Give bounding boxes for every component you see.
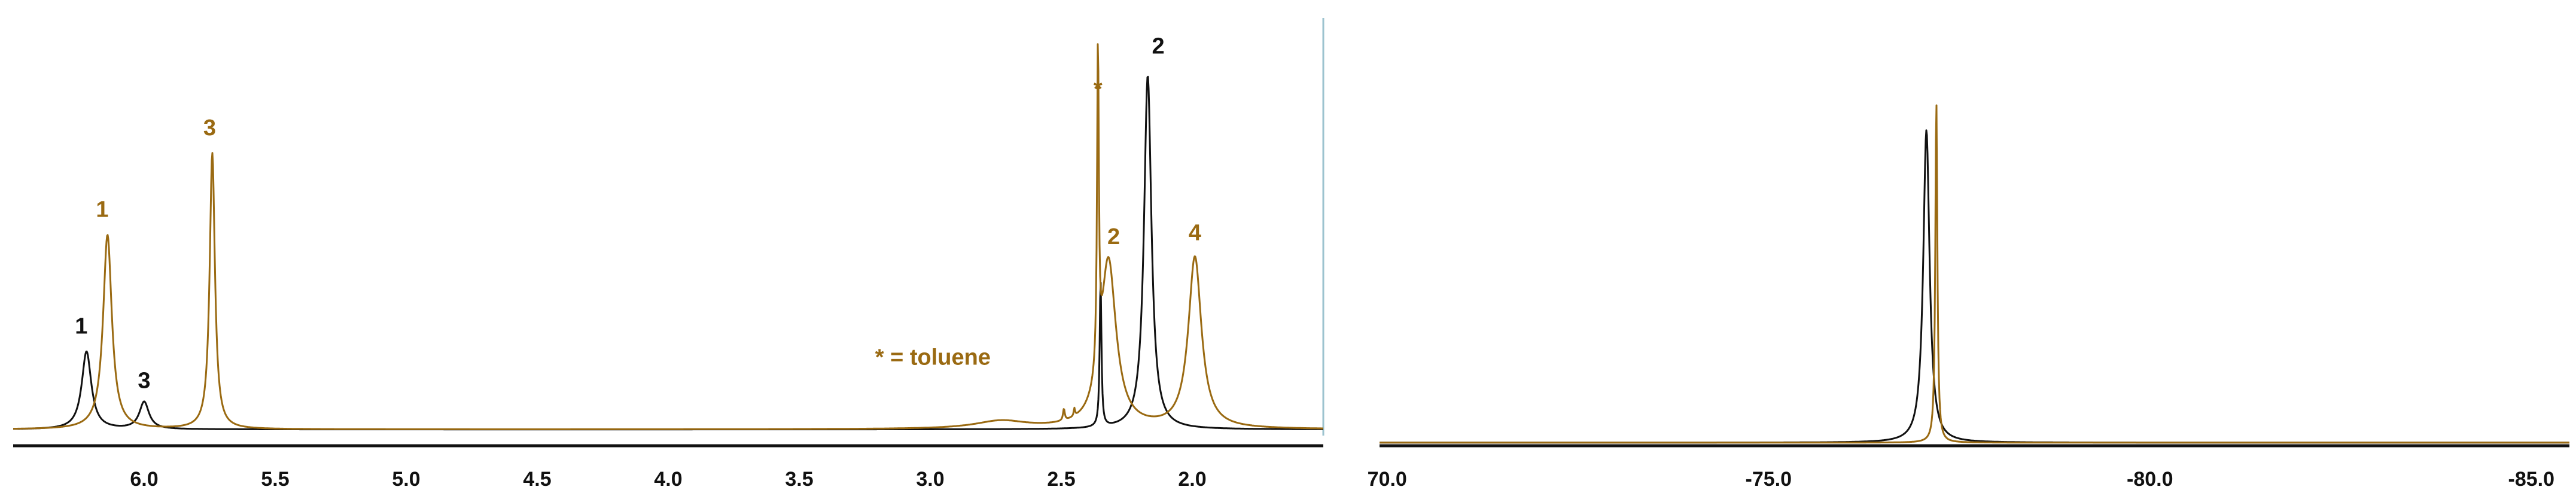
gold-spectrum-line xyxy=(1379,104,2570,444)
spectrum-traces xyxy=(13,43,1324,431)
x-tick-label: 3.0 xyxy=(916,468,944,491)
black-spectrum-line xyxy=(1379,129,2570,444)
x-tick-label: 6.0 xyxy=(130,468,158,491)
peak-labels: 1 3 2 1 3 * 2 4 xyxy=(75,34,1201,394)
fluorine-nmr-panel: 70.0 -75.0 -80.0 -85.0 xyxy=(1368,104,2570,491)
peak-label: 2 xyxy=(1107,224,1120,250)
peak-label: 1 xyxy=(75,314,87,339)
x-tick-label: -75.0 xyxy=(1746,468,1792,491)
x-tick-label: 2.0 xyxy=(1178,468,1206,491)
x-tick-label: 2.5 xyxy=(1047,468,1075,491)
peak-label: * xyxy=(1094,77,1103,102)
x-axis-ticks: 6.0 5.5 5.0 4.5 4.0 3.5 3.0 2.5 2.0 xyxy=(130,468,1206,491)
x-tick-label: 3.5 xyxy=(785,468,813,491)
x-axis-ticks: 70.0 -75.0 -80.0 -85.0 xyxy=(1368,468,2554,491)
gold-spectrum-line xyxy=(13,43,1324,430)
x-tick-label: 4.0 xyxy=(654,468,682,491)
spectrum-traces xyxy=(1379,104,2570,444)
x-tick-label: 4.5 xyxy=(523,468,551,491)
x-tick-label: 5.5 xyxy=(261,468,289,491)
toluene-annotation: * = toluene xyxy=(875,345,991,370)
peak-label: 1 xyxy=(96,197,108,223)
peak-label: 3 xyxy=(203,115,216,141)
x-tick-label: 70.0 xyxy=(1368,468,1407,491)
peak-label: 4 xyxy=(1189,221,1201,246)
x-tick-label: 5.0 xyxy=(392,468,420,491)
proton-nmr-panel: 6.0 5.5 5.0 4.5 4.0 3.5 3.0 2.5 2.0 1 3 2 1 3 * 2 4 * =… xyxy=(13,18,1324,491)
x-tick-label: -85.0 xyxy=(2508,468,2555,491)
peak-label: 3 xyxy=(138,369,150,394)
x-tick-label: -80.0 xyxy=(2127,468,2173,491)
peak-label: 2 xyxy=(1152,34,1164,59)
